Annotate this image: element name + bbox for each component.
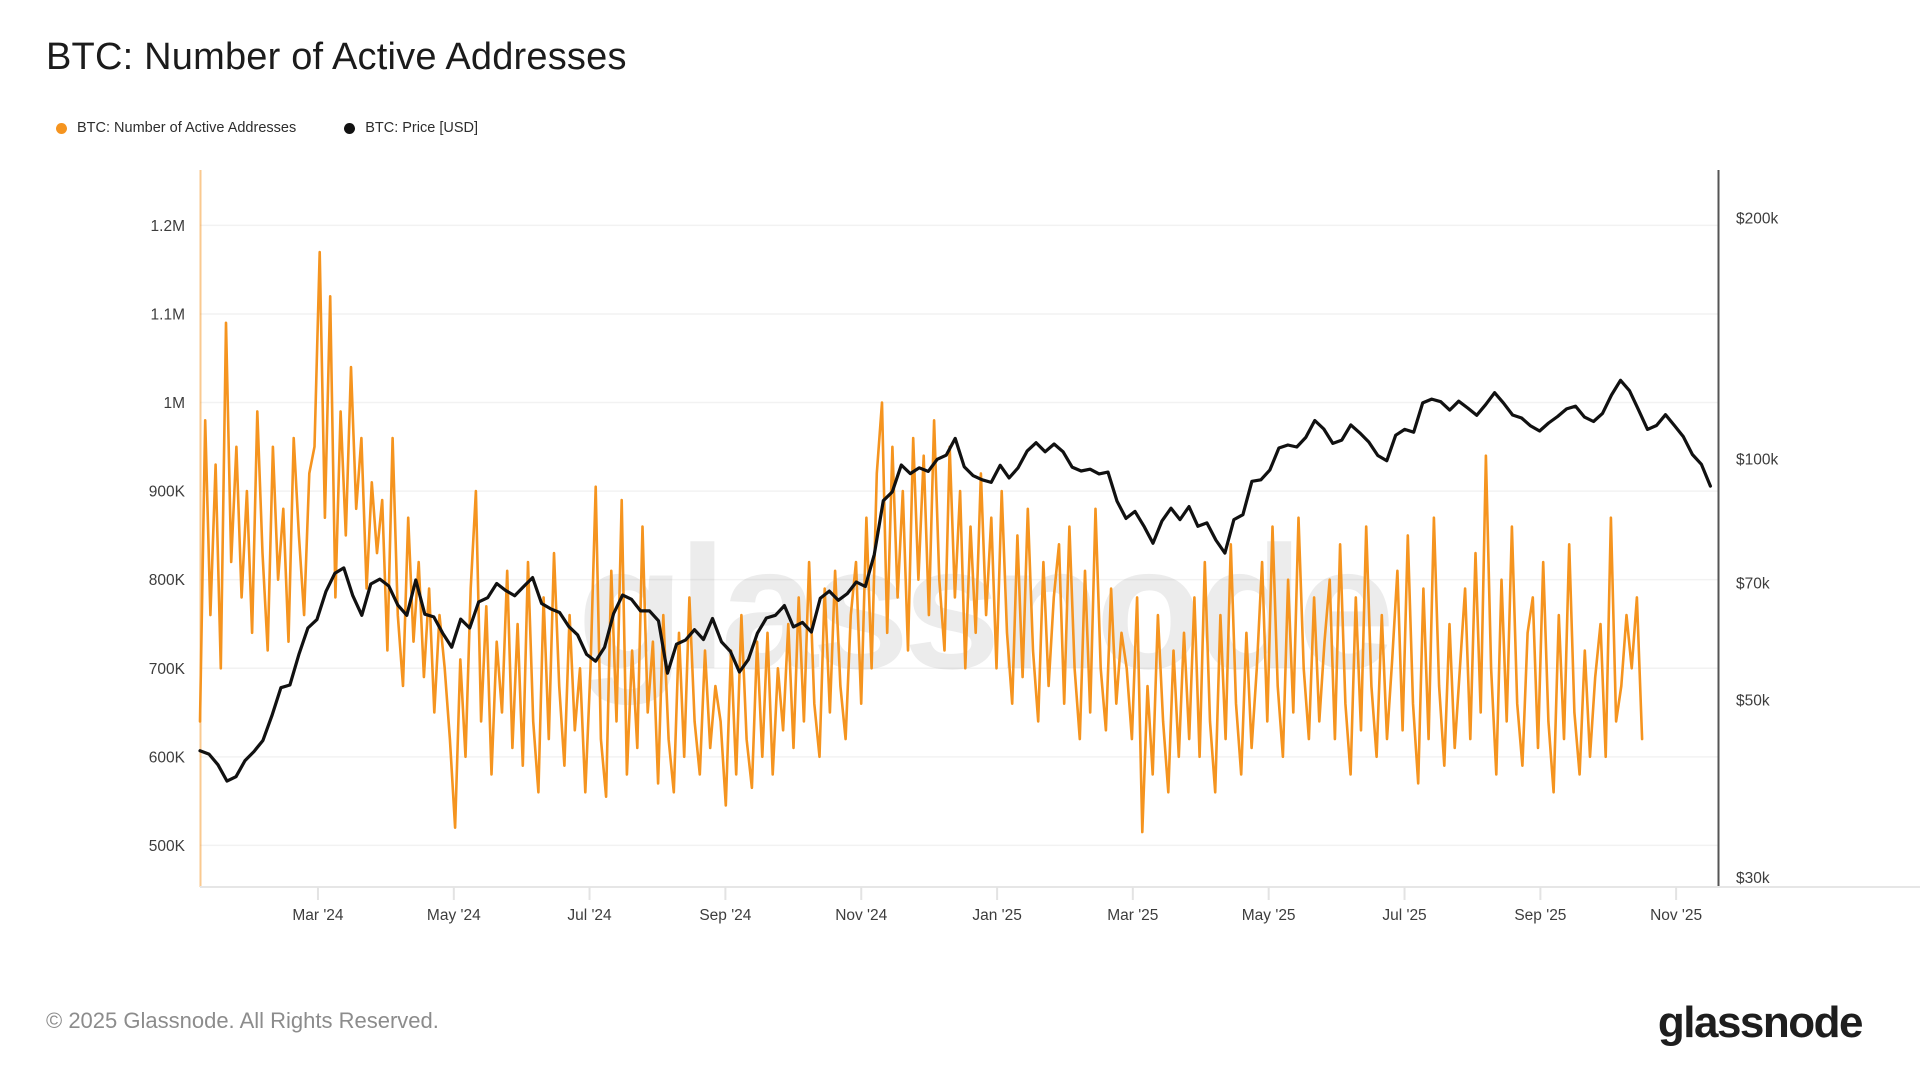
legend-dot-black-icon	[344, 122, 356, 134]
x-axis-tick-label: Nov '24	[835, 907, 887, 924]
legend-label: BTC: Price [USD]	[365, 120, 478, 136]
right-axis-tick-label: $200k	[1736, 210, 1778, 227]
active-addresses-series	[198, 250, 1644, 834]
right-axis-tick-label: $70k	[1736, 576, 1770, 593]
chart-legend: BTC: Number of Active Addresses BTC: Pri…	[56, 120, 478, 136]
legend-label: BTC: Number of Active Addresses	[77, 120, 297, 136]
glassnode-logo: glassnode	[1657, 998, 1864, 1047]
legend-dot-orange-icon	[56, 122, 67, 134]
plot-area[interactable]	[200, 170, 1718, 887]
x-axis-tick-label: Nov '25	[1650, 907, 1702, 924]
right-axis-tick-label: $50k	[1736, 693, 1770, 710]
price-series	[198, 378, 1712, 783]
x-axis-tick-label: Mar '24	[292, 907, 344, 924]
left-axis-tick-label: 1M	[163, 395, 185, 412]
left-axis-tick-label: 1.1M	[151, 306, 185, 323]
left-axis-tick-label: 500K	[149, 838, 186, 855]
left-axis-tick-label: 800K	[149, 572, 186, 589]
copyright-text: © 2025 Glassnode. All Rights Reserved.	[46, 1008, 439, 1033]
x-axis-tick-label: Sep '24	[699, 907, 751, 924]
left-axis-tick-label: 700K	[149, 661, 186, 678]
left-axis-tick-label: 1.2M	[151, 218, 185, 235]
legend-item-price[interactable]: BTC: Price [USD]	[344, 120, 478, 136]
x-axis-tick-label: Mar '25	[1107, 907, 1158, 924]
legend-item-active-addresses[interactable]: BTC: Number of Active Addresses	[56, 120, 296, 136]
x-axis-tick-label: Jan '25	[972, 907, 1022, 924]
page-title: BTC: Number of Active Addresses	[46, 36, 627, 78]
x-axis-tick-label: Jul '24	[567, 907, 612, 924]
left-axis-tick-label: 900K	[149, 484, 186, 501]
x-axis-tick-label: Jul '25	[1382, 907, 1426, 924]
x-axis-tick-label: Sep '25	[1514, 907, 1566, 924]
left-axis-tick-label: 600K	[149, 749, 186, 766]
x-axis-tick-label: May '24	[427, 907, 481, 924]
right-axis-tick-label: $30k	[1736, 870, 1770, 887]
right-axis-tick-label: $100k	[1736, 452, 1778, 469]
x-axis-tick-label: May '25	[1242, 907, 1296, 924]
